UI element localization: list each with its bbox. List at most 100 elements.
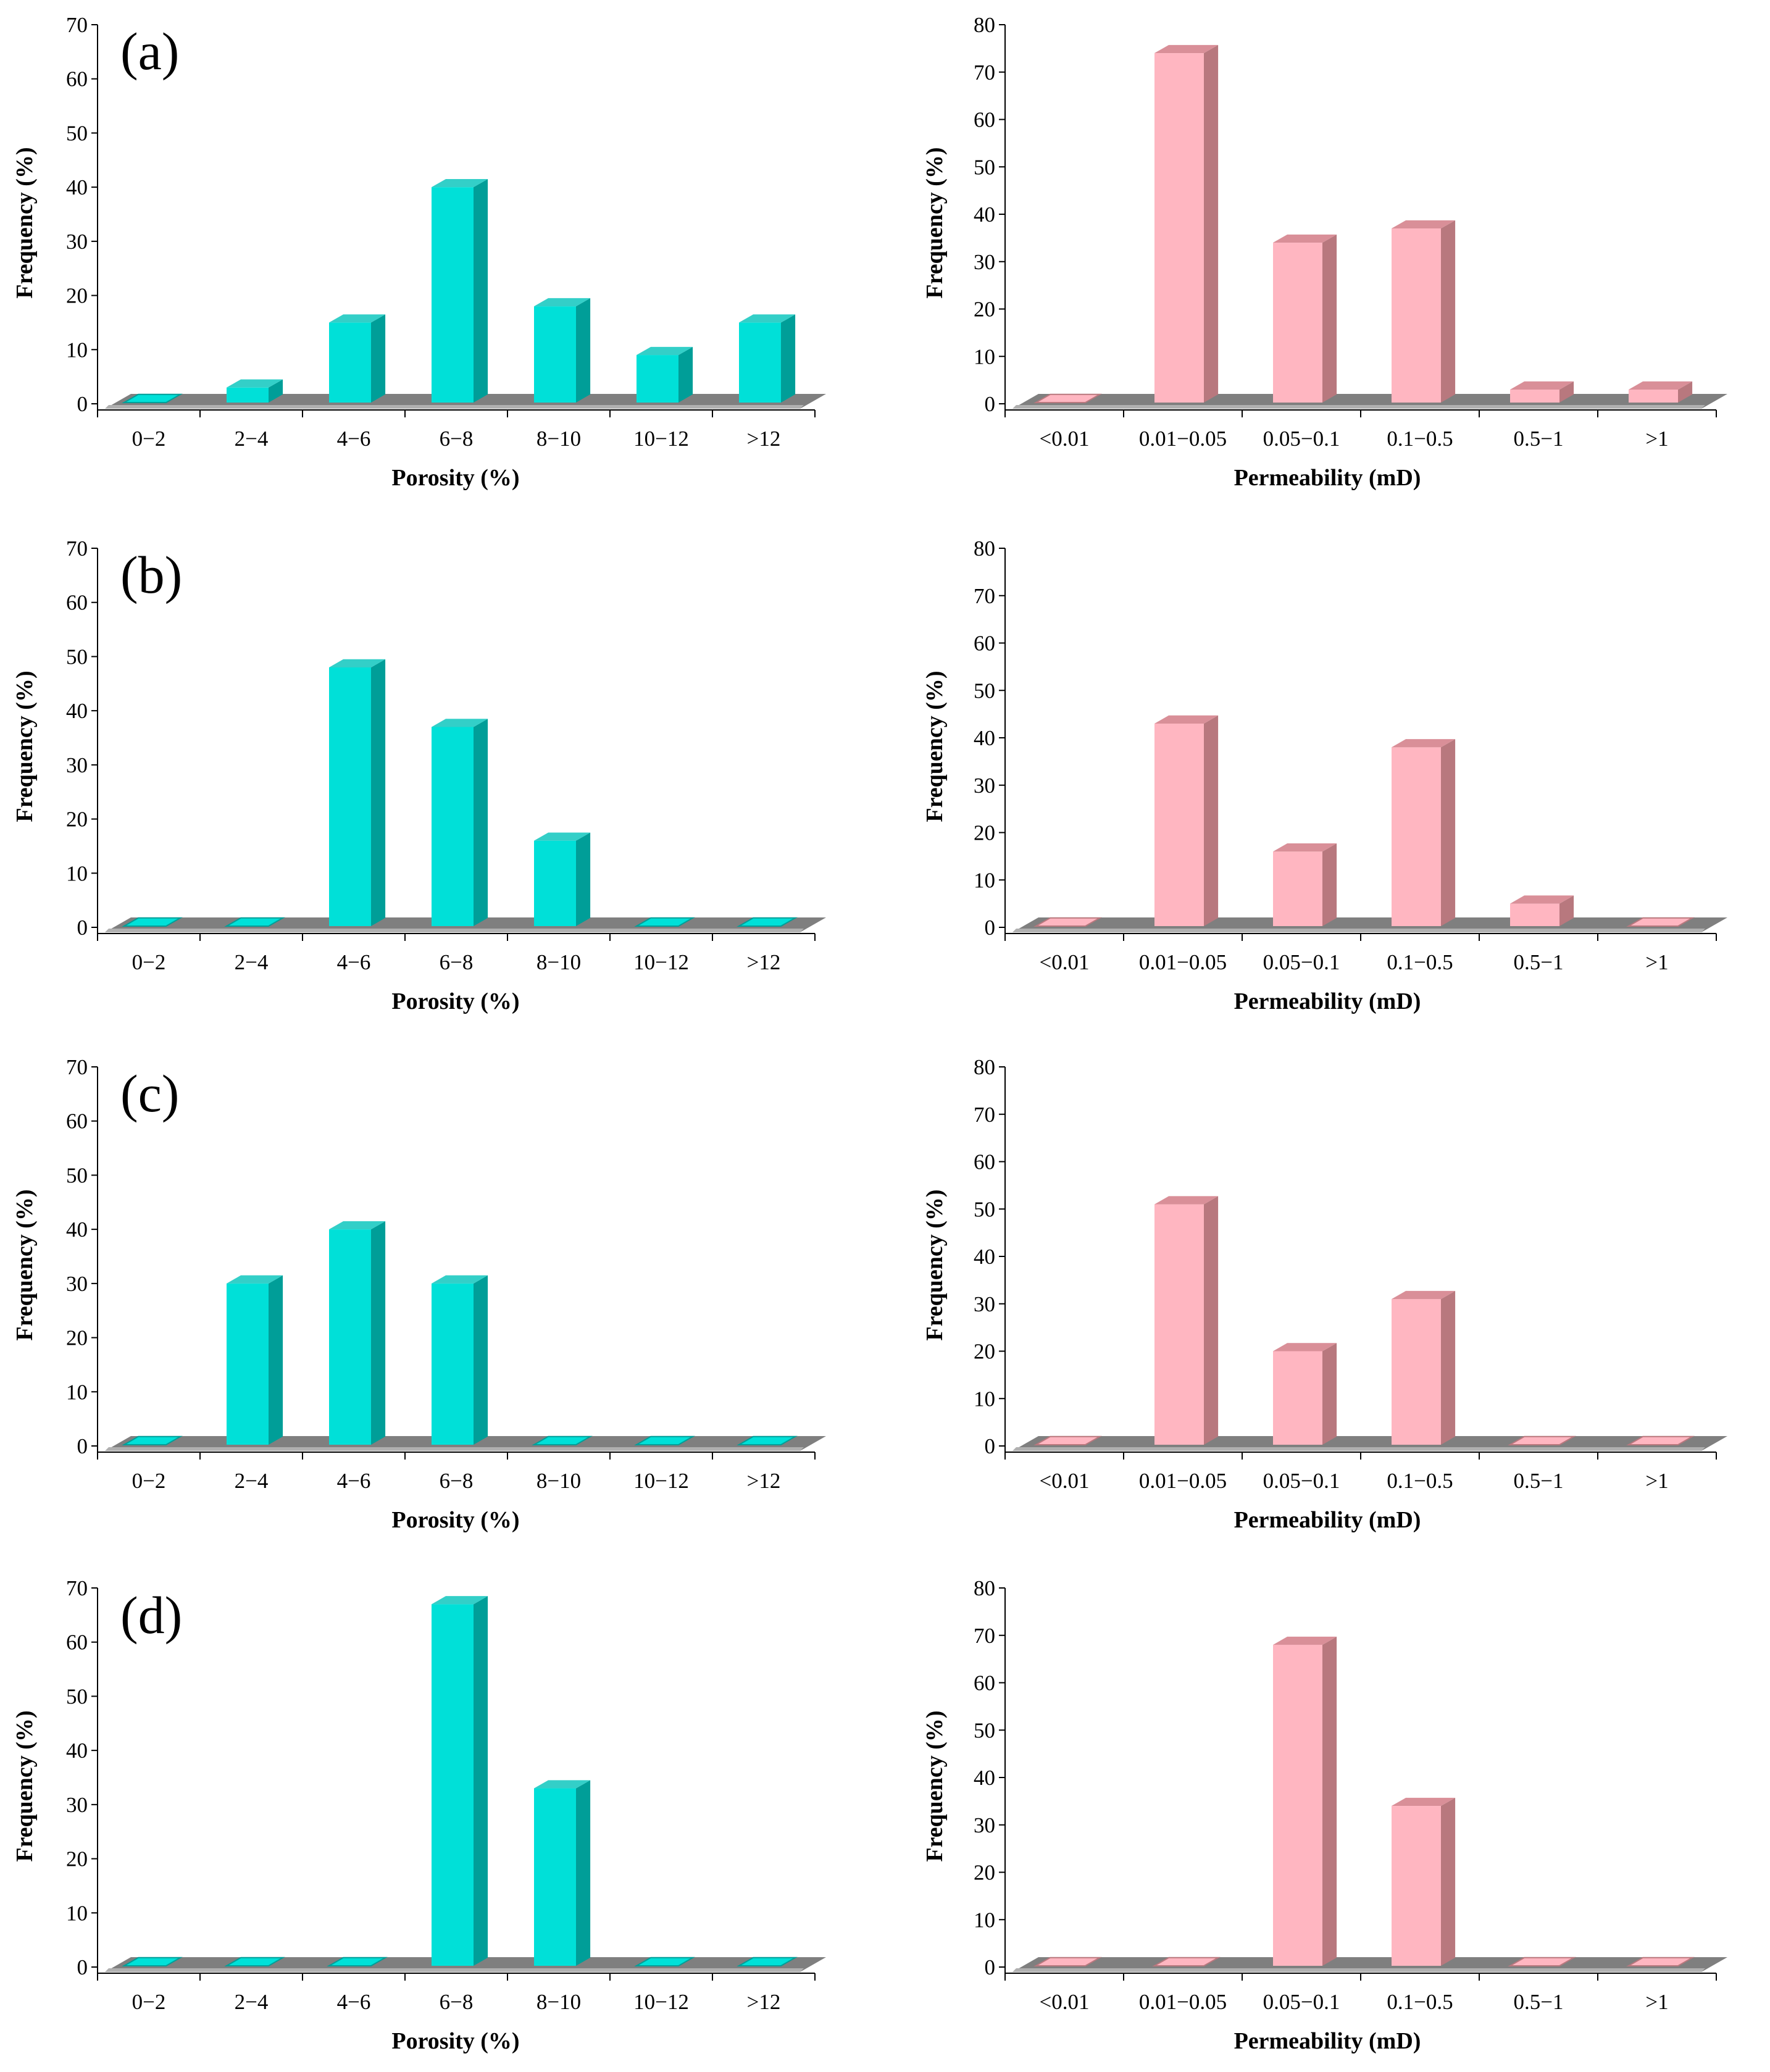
panel-label: (c) — [120, 1064, 179, 1123]
x-tick-label: 0.5−1 — [1514, 427, 1564, 451]
y-tick-label: 30 — [66, 753, 88, 777]
y-axis-label: Frequency (%) — [922, 147, 948, 298]
bar-front — [329, 667, 371, 926]
bar-zero — [1508, 1435, 1576, 1445]
bar-zero — [122, 917, 183, 927]
y-tick-label: 10 — [66, 1901, 88, 1925]
bar-front — [534, 1788, 576, 1966]
bar-zero — [1508, 1957, 1576, 1966]
x-tick-label: <0.01 — [1040, 427, 1090, 451]
x-tick-label: 4−6 — [337, 427, 371, 451]
y-tick-label: 40 — [974, 203, 995, 227]
bar — [637, 346, 693, 403]
bar-top — [1392, 220, 1456, 229]
bar-zero — [1626, 1435, 1695, 1445]
bar-top — [534, 1780, 591, 1789]
bar — [534, 1780, 591, 1966]
x-tick-label: 10−12 — [633, 427, 689, 451]
bar — [1629, 381, 1693, 403]
x-tick-label: 6−8 — [440, 427, 474, 451]
bar-top — [1392, 739, 1456, 748]
bar-top — [329, 1221, 386, 1230]
bar-top — [534, 832, 591, 841]
y-tick-label: 30 — [974, 774, 995, 798]
y-tick-label: 50 — [974, 679, 995, 703]
y-tick-label: 30 — [974, 1813, 995, 1837]
bar-top — [637, 346, 693, 356]
y-tick-label: 20 — [66, 1847, 88, 1871]
bar — [432, 1596, 488, 1966]
bar-front — [1392, 747, 1441, 926]
bar-side — [678, 346, 693, 403]
bar-side — [269, 379, 283, 403]
y-axis-label: Frequency (%) — [922, 1710, 948, 1861]
bar — [1154, 715, 1219, 926]
y-tick-label: 0 — [77, 916, 88, 940]
floor-edge — [1012, 1968, 1705, 1972]
bar-front — [1154, 53, 1204, 403]
y-axis-label: Frequency (%) — [922, 670, 948, 822]
y-tick-label: 70 — [974, 61, 995, 85]
y-tick-label: 0 — [985, 392, 996, 416]
floor-edge — [105, 1447, 804, 1451]
bar-top — [1510, 381, 1574, 390]
bar-zero — [737, 1957, 798, 1966]
x-tick-label: 2−4 — [235, 427, 269, 451]
x-tick-label: >12 — [747, 427, 781, 451]
bar-top — [1273, 234, 1337, 243]
y-tick-label: 70 — [66, 1576, 88, 1600]
x-tick-label: 8−10 — [536, 1469, 581, 1493]
x-axis-label: Porosity (%) — [391, 2028, 519, 2054]
y-tick-label: 10 — [974, 1908, 995, 1932]
y-tick-label: 0 — [985, 1434, 996, 1458]
bar-zero — [224, 917, 285, 927]
bar-top — [432, 1275, 488, 1284]
bar-side — [1322, 234, 1337, 403]
bar-top — [227, 1275, 283, 1284]
bar-zero — [122, 1435, 183, 1445]
floor-edge — [105, 929, 804, 932]
bar-top — [227, 379, 283, 388]
x-tick-label: 0.1−0.5 — [1387, 427, 1453, 451]
bar-front — [432, 1604, 474, 1966]
porosity-chart-2: 0 10 20 30 40 50 60 70 0−2 2−4 4−6 6−8 8−10 10−12 >12 P… — [12, 537, 826, 1014]
bar-zero — [634, 1435, 695, 1445]
y-tick-label: 10 — [66, 861, 88, 885]
bar-top — [1154, 715, 1219, 724]
floor-edge — [1012, 929, 1705, 932]
y-tick-label: 60 — [974, 1671, 995, 1695]
porosity-chart-1: 0 10 20 30 40 50 60 70 0−2 2−4 4−6 6−8 8−10 10−12 >12 P… — [12, 13, 826, 491]
bar-side — [1204, 1196, 1219, 1445]
x-tick-label: 10−12 — [633, 1469, 689, 1493]
y-tick-label: 30 — [66, 1272, 88, 1296]
bar-side — [1559, 895, 1574, 926]
bar-zero — [122, 393, 183, 403]
y-tick-label: 20 — [974, 821, 995, 845]
bar-zero — [1033, 1435, 1102, 1445]
y-tick-label: 40 — [66, 699, 88, 723]
bar-zero — [327, 1957, 388, 1966]
permeability-chart-1: 0 10 20 30 40 50 60 70 80 <0.01 0.01−0.05 0.05−0.1 0… — [922, 13, 1727, 491]
y-tick-label: 60 — [974, 632, 995, 656]
y-tick-label: 0 — [77, 1955, 88, 1979]
bar-side — [371, 659, 386, 926]
y-tick-label: 80 — [974, 13, 995, 37]
bar-top — [1392, 1797, 1456, 1807]
bar — [227, 1275, 283, 1445]
y-tick-label: 70 — [974, 1624, 995, 1648]
y-tick-label: 30 — [66, 1793, 88, 1817]
y-tick-label: 0 — [985, 1955, 996, 1979]
y-tick-label: 50 — [974, 1197, 995, 1221]
bar-side — [576, 298, 591, 403]
porosity-chart-3: 0 10 20 30 40 50 60 70 0−2 2−4 4−6 6−8 8−10 10−12 >12 P… — [12, 1055, 826, 1533]
y-tick-label: 20 — [974, 298, 995, 322]
x-axis-label: Permeability (mD) — [1234, 988, 1421, 1014]
y-tick-label: 20 — [66, 808, 88, 832]
x-tick-label: 0.5−1 — [1514, 950, 1564, 974]
bar — [1392, 739, 1456, 926]
y-tick-label: 50 — [66, 645, 88, 669]
y-tick-label: 30 — [66, 230, 88, 254]
x-axis-label: Porosity (%) — [391, 1507, 519, 1533]
bar-front — [1154, 723, 1204, 926]
y-axis-label: Frequency (%) — [12, 1710, 38, 1861]
